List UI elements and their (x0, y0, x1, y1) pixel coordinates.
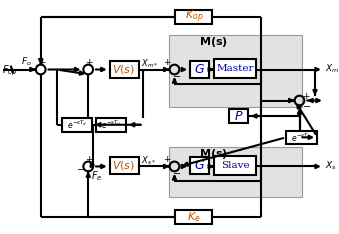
Text: $F_{op}$: $F_{op}$ (2, 63, 18, 78)
Text: +: + (163, 58, 171, 67)
Text: $X_{m*}$: $X_{m*}$ (141, 57, 158, 70)
Text: $X_{s*}$: $X_{s*}$ (141, 154, 156, 167)
Bar (109, 157, 139, 174)
Bar (169, 35, 302, 107)
Text: $-$: $-$ (76, 67, 85, 76)
Text: $V(s)$: $V(s)$ (113, 63, 136, 76)
Bar (176, 210, 212, 224)
Text: $\mathbf{M(s)}$: $\mathbf{M(s)}$ (199, 35, 228, 49)
Text: $V(s)$: $V(s)$ (113, 159, 136, 172)
Text: $-$: $-$ (302, 101, 311, 110)
Text: +: + (302, 92, 310, 101)
Text: $G$: $G$ (194, 159, 205, 172)
Text: +: + (163, 155, 171, 164)
Bar (109, 61, 139, 78)
Text: $F_e$: $F_e$ (91, 169, 103, 183)
Text: $F_o$: $F_o$ (21, 55, 32, 68)
Text: Slave: Slave (221, 161, 250, 170)
Bar (214, 59, 256, 78)
Text: +: + (85, 155, 93, 164)
Bar (286, 131, 317, 144)
Text: $e^{-sT_d}$: $e^{-sT_d}$ (67, 119, 87, 131)
Bar (214, 156, 256, 175)
Text: $e^{-sT_d}$: $e^{-sT_d}$ (292, 131, 312, 143)
Bar (190, 157, 210, 174)
Text: $K_{op}$: $K_{op}$ (184, 9, 203, 25)
Text: $\mathbf{M(s)}$: $\mathbf{M(s)}$ (199, 147, 228, 161)
Bar (169, 147, 302, 197)
Text: $-$: $-$ (172, 168, 181, 177)
Bar (62, 118, 92, 132)
Text: $X_s$: $X_s$ (325, 159, 336, 172)
Text: +: + (85, 58, 93, 67)
Bar (96, 118, 126, 132)
Text: $-$: $-$ (172, 71, 181, 80)
Text: $X_m$: $X_m$ (325, 62, 339, 75)
Bar (176, 10, 212, 24)
Text: $P$: $P$ (234, 110, 243, 123)
Bar (190, 61, 210, 78)
Text: $e^{-sT_d}$: $e^{-sT_d}$ (101, 119, 121, 131)
Text: Master: Master (216, 64, 254, 73)
Text: $K_e$: $K_e$ (187, 210, 201, 224)
Text: $-$: $-$ (76, 164, 85, 173)
Text: +: + (38, 58, 45, 67)
Bar (229, 109, 248, 123)
Text: $G$: $G$ (194, 63, 205, 76)
